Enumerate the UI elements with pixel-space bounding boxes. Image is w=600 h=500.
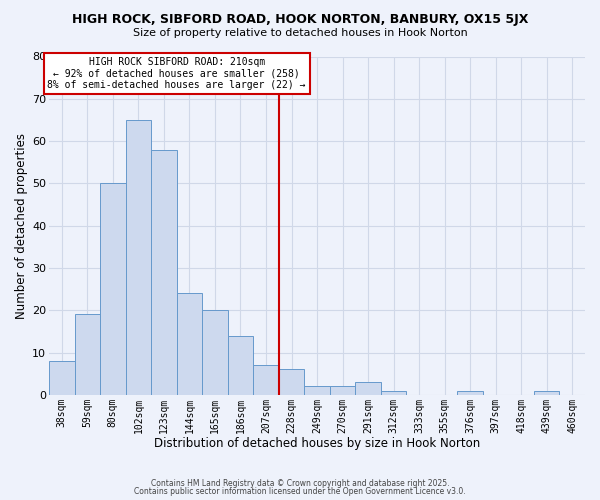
Bar: [176, 294, 202, 395]
Bar: [304, 386, 330, 395]
Bar: [125, 120, 151, 395]
Text: Size of property relative to detached houses in Hook Norton: Size of property relative to detached ho…: [133, 28, 467, 38]
Text: Contains HM Land Registry data © Crown copyright and database right 2025.: Contains HM Land Registry data © Crown c…: [151, 478, 449, 488]
Bar: [355, 382, 381, 395]
Bar: [279, 370, 304, 395]
Text: Contains public sector information licensed under the Open Government Licence v3: Contains public sector information licen…: [134, 487, 466, 496]
Y-axis label: Number of detached properties: Number of detached properties: [15, 132, 28, 318]
Text: HIGH ROCK, SIBFORD ROAD, HOOK NORTON, BANBURY, OX15 5JX: HIGH ROCK, SIBFORD ROAD, HOOK NORTON, BA…: [72, 12, 528, 26]
Bar: [100, 184, 125, 395]
X-axis label: Distribution of detached houses by size in Hook Norton: Distribution of detached houses by size …: [154, 437, 480, 450]
Bar: [74, 314, 100, 395]
Bar: [534, 390, 559, 395]
Bar: [151, 150, 176, 395]
Bar: [330, 386, 355, 395]
Bar: [253, 365, 279, 395]
Bar: [381, 390, 406, 395]
Bar: [457, 390, 483, 395]
Text: HIGH ROCK SIBFORD ROAD: 210sqm
← 92% of detached houses are smaller (258)
8% of : HIGH ROCK SIBFORD ROAD: 210sqm ← 92% of …: [47, 57, 306, 90]
Bar: [202, 310, 228, 395]
Bar: [228, 336, 253, 395]
Bar: [49, 361, 74, 395]
